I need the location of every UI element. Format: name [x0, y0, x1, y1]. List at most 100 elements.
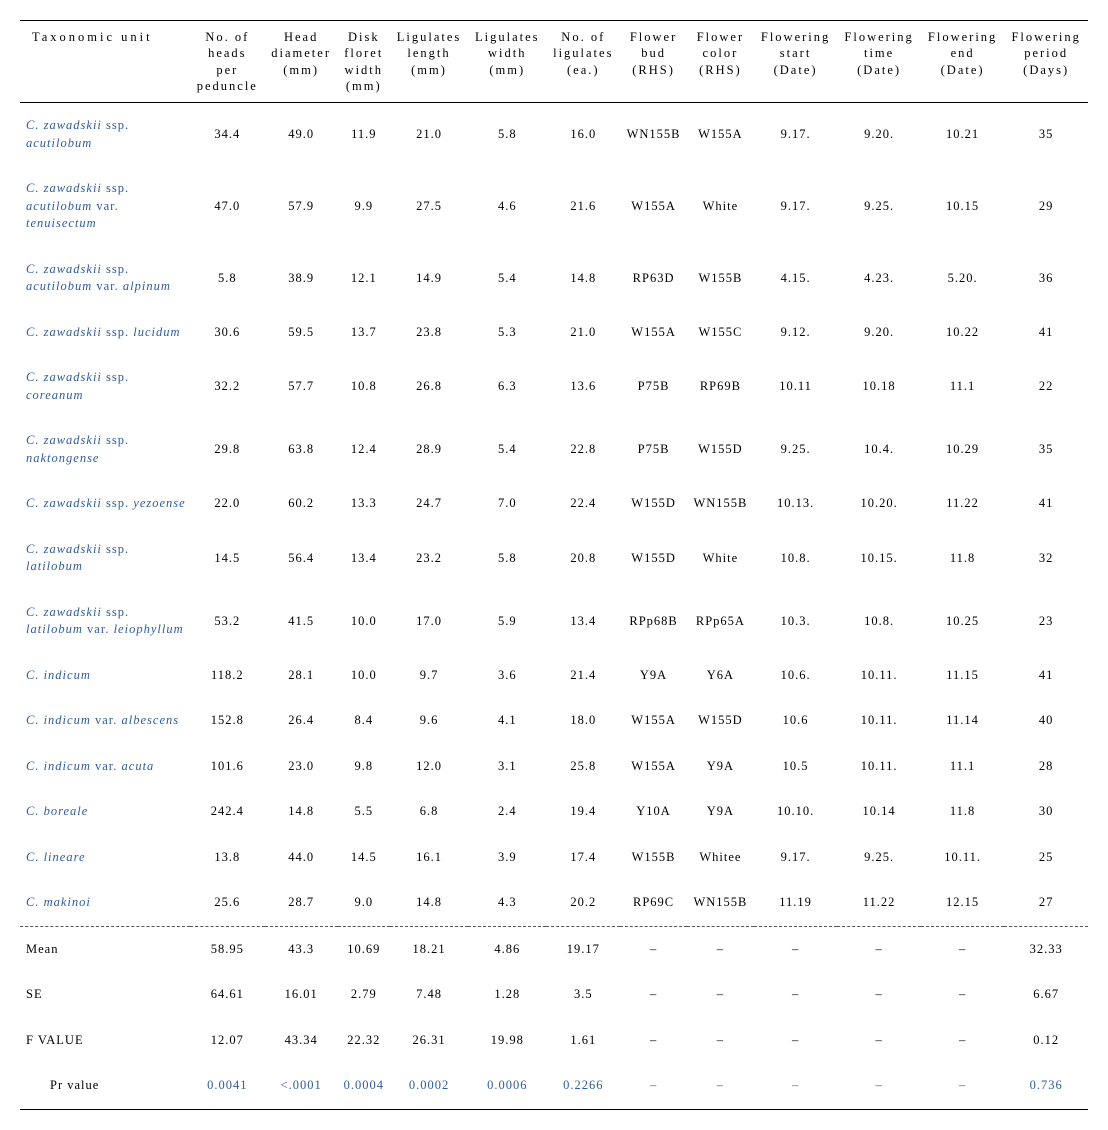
table-row: C. makinoi25.628.79.014.84.320.2RP69CWN1…: [20, 880, 1088, 926]
cell: 21.4: [546, 653, 620, 699]
summary-cell: 32.33: [1004, 926, 1088, 972]
cell: 28: [1004, 744, 1088, 790]
table-row: C. indicum var. albescens152.826.48.49.6…: [20, 698, 1088, 744]
cell: 10.13.: [754, 481, 838, 527]
summary-cell: 0.0002: [390, 1063, 468, 1109]
cell: 26.4: [265, 698, 338, 744]
summary-label: Mean: [20, 926, 190, 972]
cell: 14.8: [390, 880, 468, 926]
table-row: C. zawadskii ssp. acutilobum34.449.011.9…: [20, 103, 1088, 167]
cell: 25.8: [546, 744, 620, 790]
cell: Y9A: [620, 653, 687, 699]
cell: 6.8: [390, 789, 468, 835]
cell: RPp65A: [687, 590, 754, 653]
cell: 19.4: [546, 789, 620, 835]
cell: 23.2: [390, 527, 468, 590]
cell: 10.15: [921, 166, 1005, 247]
cell: 10.25: [921, 590, 1005, 653]
cell: 32: [1004, 527, 1088, 590]
cell: 10.18: [837, 355, 921, 418]
cell: Y10A: [620, 789, 687, 835]
cell: 20.8: [546, 527, 620, 590]
table-row: C. lineare13.844.014.516.13.917.4W155BWh…: [20, 835, 1088, 881]
cell: 47.0: [190, 166, 265, 247]
cell: 9.12.: [754, 310, 838, 356]
cell: 13.3: [338, 481, 390, 527]
cell: 41: [1004, 653, 1088, 699]
summary-cell: –: [620, 1018, 687, 1064]
summary-cell: –: [687, 1018, 754, 1064]
summary-row: Mean58.9543.310.6918.214.8619.17–––––32.…: [20, 926, 1088, 972]
cell: 13.7: [338, 310, 390, 356]
cell: 9.9: [338, 166, 390, 247]
cell: 22.0: [190, 481, 265, 527]
cell: 25: [1004, 835, 1088, 881]
table-row: C. zawadskii ssp. lucidum30.659.513.723.…: [20, 310, 1088, 356]
cell: 18.0: [546, 698, 620, 744]
summary-cell: –: [754, 972, 838, 1018]
cell: 21.0: [546, 310, 620, 356]
cell: WN155B: [687, 481, 754, 527]
cell: 13.6: [546, 355, 620, 418]
cell: 8.4: [338, 698, 390, 744]
cell: 36: [1004, 247, 1088, 310]
table-row: C. zawadskii ssp. acutilobum var. tenuis…: [20, 166, 1088, 247]
table-header-row: Taxonomic unitNo. of heads per peduncleH…: [20, 21, 1088, 103]
summary-cell: <.0001: [265, 1063, 338, 1109]
cell: W155A: [620, 744, 687, 790]
summary-cell: 58.95: [190, 926, 265, 972]
cell: 10.11.: [837, 653, 921, 699]
cell: 4.23.: [837, 247, 921, 310]
cell: RPp68B: [620, 590, 687, 653]
cell: 11.8: [921, 789, 1005, 835]
cell: 38.9: [265, 247, 338, 310]
cell: 11.8: [921, 527, 1005, 590]
cell: 16.0: [546, 103, 620, 167]
cell: 22.8: [546, 418, 620, 481]
cell: 10.4.: [837, 418, 921, 481]
summary-cell: –: [921, 926, 1005, 972]
table-row: C. zawadskii ssp. acutilobum var. alpinu…: [20, 247, 1088, 310]
cell: 21.6: [546, 166, 620, 247]
taxon-name: C. zawadskii ssp. yezoense: [20, 481, 190, 527]
cell: 5.8: [468, 103, 546, 167]
col-header: Flowering end (Date): [921, 21, 1005, 103]
cell: 32.2: [190, 355, 265, 418]
cell: 14.8: [265, 789, 338, 835]
summary-cell: 26.31: [390, 1018, 468, 1064]
summary-cell: 4.86: [468, 926, 546, 972]
cell: 13.8: [190, 835, 265, 881]
cell: 12.15: [921, 880, 1005, 926]
taxon-name: C. lineare: [20, 835, 190, 881]
cell: 10.6: [754, 698, 838, 744]
summary-cell: 12.07: [190, 1018, 265, 1064]
cell: 9.25.: [837, 835, 921, 881]
summary-cell: 0.2266: [546, 1063, 620, 1109]
cell: 10.8.: [754, 527, 838, 590]
summary-cell: –: [754, 1063, 838, 1109]
summary-cell: –: [754, 1018, 838, 1064]
summary-row: SE64.6116.012.797.481.283.5–––––6.67: [20, 972, 1088, 1018]
cell: 10.8.: [837, 590, 921, 653]
cell: 10.11.: [921, 835, 1005, 881]
taxon-name: C. zawadskii ssp. naktongense: [20, 418, 190, 481]
cell: 10.6.: [754, 653, 838, 699]
cell: 28.7: [265, 880, 338, 926]
col-header: Flower color (RHS): [687, 21, 754, 103]
taxon-name: C. zawadskii ssp. lucidum: [20, 310, 190, 356]
cell: 11.1: [921, 744, 1005, 790]
cell: 10.22: [921, 310, 1005, 356]
taxon-name: C. indicum var. acuta: [20, 744, 190, 790]
cell: W155B: [620, 835, 687, 881]
cell: 59.5: [265, 310, 338, 356]
cell: 3.1: [468, 744, 546, 790]
summary-cell: –: [687, 926, 754, 972]
cell: 17.0: [390, 590, 468, 653]
summary-cell: 1.28: [468, 972, 546, 1018]
cell: 101.6: [190, 744, 265, 790]
cell: White: [687, 527, 754, 590]
cell: 10.11: [754, 355, 838, 418]
cell: 2.4: [468, 789, 546, 835]
summary-cell: 43.3: [265, 926, 338, 972]
table-body: C. zawadskii ssp. acutilobum34.449.011.9…: [20, 103, 1088, 1110]
